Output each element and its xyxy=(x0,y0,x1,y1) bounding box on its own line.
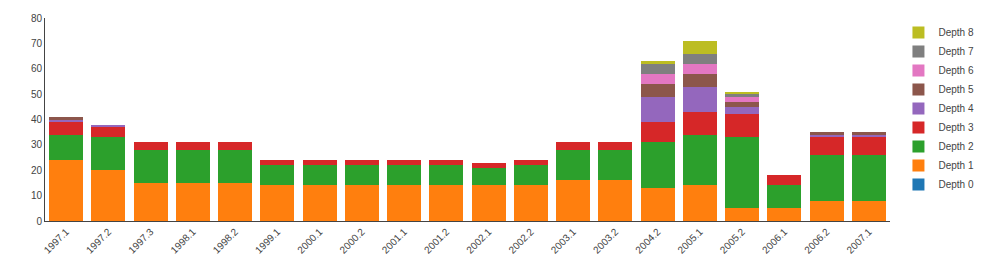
svg-text:1998.1: 1998.1 xyxy=(168,226,198,256)
svg-text:1997.1: 1997.1 xyxy=(42,226,72,256)
svg-text:70: 70 xyxy=(31,38,43,49)
svg-text:10: 10 xyxy=(31,190,43,201)
svg-text:2000.1: 2000.1 xyxy=(295,226,325,256)
svg-text:Depth 5: Depth 5 xyxy=(938,84,973,95)
svg-text:Depth 6: Depth 6 xyxy=(938,65,973,76)
svg-text:2005.1: 2005.1 xyxy=(675,226,705,256)
svg-text:2004.2: 2004.2 xyxy=(633,226,663,256)
svg-text:1998.2: 1998.2 xyxy=(211,226,241,256)
svg-text:20: 20 xyxy=(31,165,43,176)
svg-text:2003.2: 2003.2 xyxy=(591,226,621,256)
svg-text:1997.2: 1997.2 xyxy=(84,226,114,256)
svg-text:2000.2: 2000.2 xyxy=(337,226,367,256)
svg-text:Depth 4: Depth 4 xyxy=(938,103,973,114)
svg-text:2001.2: 2001.2 xyxy=(422,226,452,256)
svg-text:2001.1: 2001.1 xyxy=(380,226,410,256)
svg-text:80: 80 xyxy=(31,13,43,24)
svg-text:2006.2: 2006.2 xyxy=(802,226,832,256)
svg-text:40: 40 xyxy=(31,114,43,125)
svg-text:Depth 3: Depth 3 xyxy=(938,122,973,133)
svg-text:50: 50 xyxy=(31,89,43,100)
svg-text:Depth 1: Depth 1 xyxy=(938,160,973,171)
svg-text:1997.3: 1997.3 xyxy=(126,226,156,256)
svg-text:Depth 7: Depth 7 xyxy=(938,46,973,57)
svg-text:2007.1: 2007.1 xyxy=(844,226,874,256)
svg-text:1999.1: 1999.1 xyxy=(253,226,283,256)
svg-text:Depth 8: Depth 8 xyxy=(938,27,973,38)
svg-text:2003.1: 2003.1 xyxy=(549,226,579,256)
svg-text:2002.2: 2002.2 xyxy=(506,226,536,256)
svg-text:Depth 2: Depth 2 xyxy=(938,141,973,152)
svg-text:2002.1: 2002.1 xyxy=(464,226,494,256)
svg-text:30: 30 xyxy=(31,139,43,150)
svg-text:60: 60 xyxy=(31,63,43,74)
svg-text:2006.1: 2006.1 xyxy=(760,226,790,256)
svg-text:2005.2: 2005.2 xyxy=(718,226,748,256)
svg-text:Depth 0: Depth 0 xyxy=(938,179,973,190)
svg-text:0: 0 xyxy=(36,216,42,227)
